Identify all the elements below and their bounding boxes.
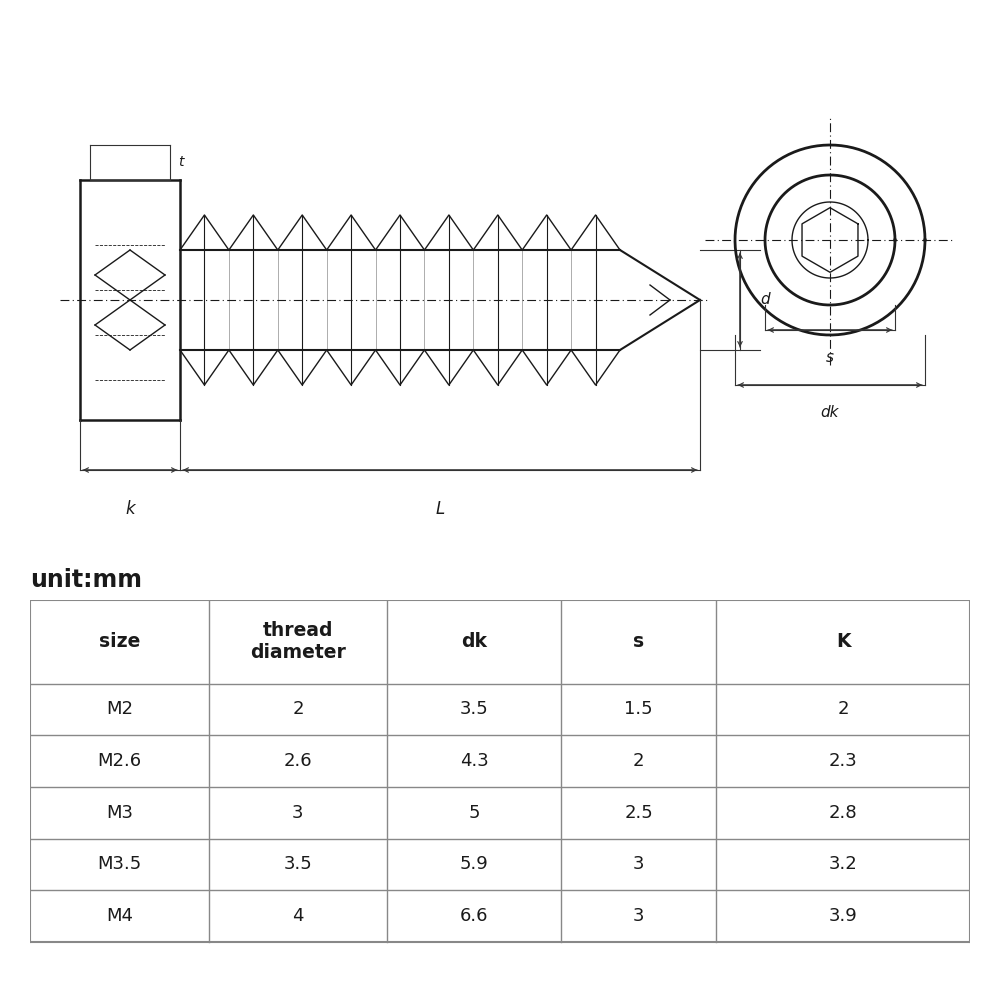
Text: unit:mm: unit:mm [30, 568, 142, 592]
Text: 2: 2 [292, 700, 304, 718]
Text: 5.9: 5.9 [460, 855, 489, 873]
Text: 4: 4 [292, 907, 304, 925]
Text: 2: 2 [633, 752, 644, 770]
Text: 1.5: 1.5 [624, 700, 653, 718]
Text: 3: 3 [633, 855, 644, 873]
Text: 3.2: 3.2 [829, 855, 857, 873]
Text: M2.6: M2.6 [97, 752, 141, 770]
Text: 2: 2 [837, 700, 849, 718]
Text: 2.5: 2.5 [624, 804, 653, 822]
Text: M3: M3 [106, 804, 133, 822]
Text: k: k [125, 500, 135, 518]
Text: d: d [760, 292, 770, 308]
Text: 3.5: 3.5 [284, 855, 312, 873]
Text: 3: 3 [633, 907, 644, 925]
Text: 5: 5 [468, 804, 480, 822]
Text: M4: M4 [106, 907, 133, 925]
Text: M3.5: M3.5 [97, 855, 141, 873]
Text: dk: dk [821, 405, 839, 420]
Text: size: size [99, 632, 140, 651]
Text: s: s [633, 632, 644, 651]
Text: K: K [836, 632, 850, 651]
Text: M2: M2 [106, 700, 133, 718]
Text: thread
diameter: thread diameter [250, 621, 346, 662]
Text: 4.3: 4.3 [460, 752, 489, 770]
Text: 3.5: 3.5 [460, 700, 489, 718]
Text: 2.3: 2.3 [829, 752, 857, 770]
Text: dk: dk [461, 632, 487, 651]
Text: 2.6: 2.6 [284, 752, 312, 770]
Text: s: s [826, 350, 834, 365]
Text: L: L [435, 500, 445, 518]
Text: 3.9: 3.9 [829, 907, 857, 925]
Text: t: t [178, 155, 184, 169]
Text: 6.6: 6.6 [460, 907, 488, 925]
Text: 3: 3 [292, 804, 304, 822]
Text: 2.8: 2.8 [829, 804, 857, 822]
